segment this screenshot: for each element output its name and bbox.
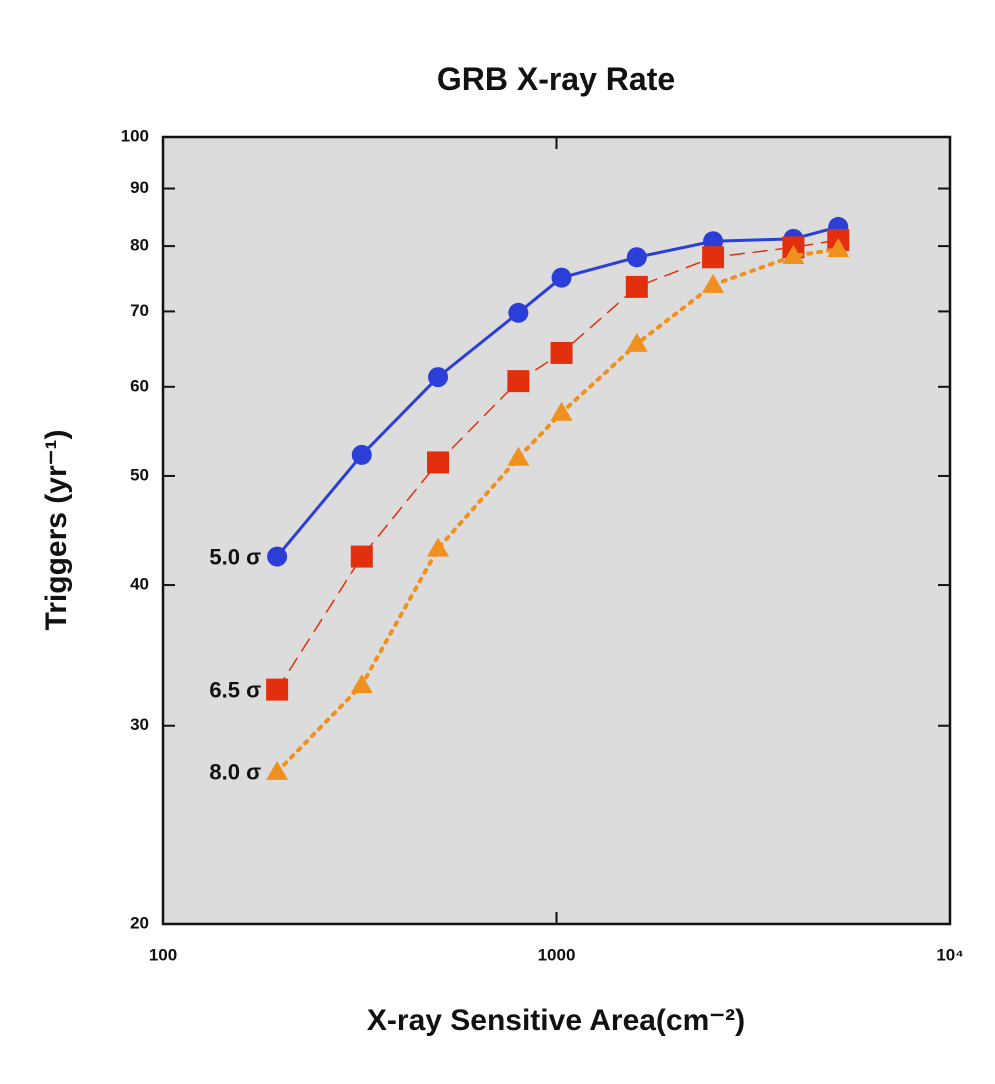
chart-title: GRB X-ray Rate [437,61,675,97]
marker [702,246,725,269]
y-tick-label: 90 [130,178,149,197]
x-tick-label: 100 [149,945,177,964]
marker [551,267,572,288]
marker [827,238,850,258]
x-tick-label: 1000 [538,945,576,964]
marker [507,446,530,466]
marker [626,247,647,268]
marker [266,760,289,780]
plot-area [161,135,952,926]
y-tick-label: 70 [130,301,149,320]
marker [267,546,288,567]
marker [550,401,573,421]
marker [782,244,805,264]
marker [508,302,529,323]
marker [428,367,449,388]
y-tick-label: 20 [130,913,149,932]
marker [350,674,373,694]
marker [702,273,725,293]
marker [625,275,648,298]
y-tick-label: 50 [130,465,149,484]
y-tick-label: 100 [121,126,149,145]
x-tick-label: 10⁴ [936,945,963,964]
x-axis-label: X-ray Sensitive Area(cm⁻²) [367,1004,745,1037]
marker [550,341,573,364]
marker [427,537,450,557]
series-label: 8.0 σ [209,760,261,785]
y-tick-label: 60 [130,376,149,395]
y-tick-label: 40 [130,575,149,594]
series-label: 6.5 σ [209,677,261,702]
marker [351,444,372,465]
marker [625,332,648,352]
marker [507,370,530,393]
series-label: 5.0 σ [209,544,261,569]
marker [350,545,373,568]
y-tick-label: 30 [130,715,149,734]
marker [427,451,450,474]
marker [266,678,289,701]
y-axis-label: Triggers (yr⁻¹) [40,430,73,631]
y-tick-label: 80 [130,236,149,255]
